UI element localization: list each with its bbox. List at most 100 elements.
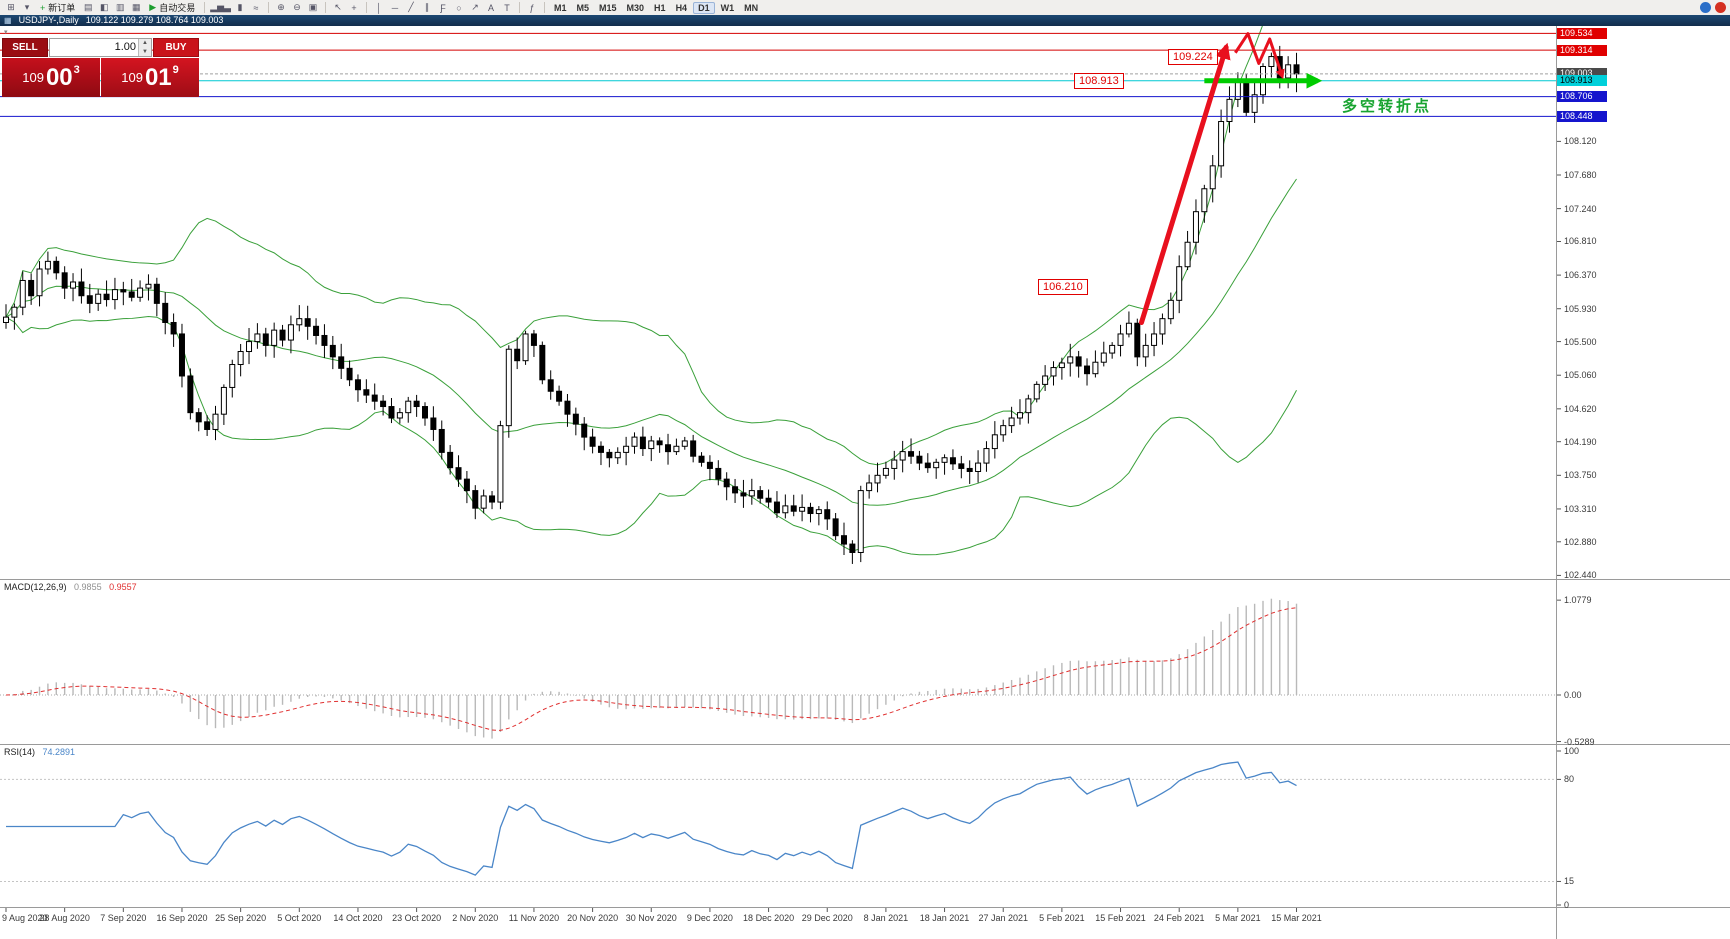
price-axis-label: 102.440 — [1564, 570, 1597, 581]
chart-window-icon: ▦ — [4, 16, 12, 25]
timeframe-m5[interactable]: M5 — [576, 2, 590, 13]
chart-title-bar: ▦ USDJPY-,Daily 109.122 109.279 108.764 … — [0, 15, 1730, 26]
buy-button[interactable]: BUY — [153, 38, 199, 57]
date-axis-label: 11 Nov 2020 — [508, 913, 560, 923]
price-annotation-box[interactable]: 109.224 — [1168, 49, 1218, 66]
macd-histogram — [5, 598, 1298, 739]
fibonacci-icon: Ƒ — [440, 2, 446, 13]
sell-price-pip: 3 — [73, 63, 80, 76]
text-icon[interactable]: A — [484, 1, 498, 14]
fibonacci-icon[interactable]: Ƒ — [436, 1, 450, 14]
shapes-icon[interactable]: ○ — [452, 1, 466, 14]
price-axis-label: 103.310 — [1564, 503, 1597, 514]
price-axis-label: 105.060 — [1564, 370, 1597, 381]
turning-point-label[interactable]: 多空转折点 — [1342, 98, 1433, 115]
horizontal-line-icon[interactable]: ─ — [388, 1, 402, 14]
toolbar-separator — [204, 2, 206, 13]
date-axis-label: 29 Dec 2020 — [801, 913, 853, 923]
cursor-icon[interactable]: ↖ — [331, 1, 345, 14]
rsi-panel-layer — [0, 761, 1556, 882]
buy-price-pip: 9 — [172, 63, 179, 76]
community-icon[interactable] — [1700, 2, 1711, 13]
date-axis-label: 14 Oct 2020 — [333, 913, 383, 923]
volume-field[interactable]: 1.00 ▲ ▼ — [49, 38, 152, 57]
timeframe-h4[interactable]: H4 — [675, 2, 688, 13]
price-level-label: 109.534 — [1557, 27, 1607, 39]
buy-price-big: 01 — [144, 63, 172, 91]
crosshair-icon: + — [351, 2, 357, 13]
navigator-icon[interactable]: ▥ — [113, 1, 127, 14]
volume-spinner[interactable]: ▲ ▼ — [138, 39, 151, 56]
date-axis-label: 9 Dec 2020 — [686, 913, 733, 923]
terminal-icon[interactable]: ▦ — [129, 1, 143, 14]
timeframe-m15[interactable]: M15 — [599, 2, 617, 13]
horizontal-line-icon: ─ — [391, 2, 399, 13]
vertical-line-icon[interactable]: │ — [372, 1, 386, 14]
date-axis-label: 16 Sep 2020 — [156, 913, 208, 923]
bar-chart-icon[interactable]: ▂▅▃ — [210, 1, 231, 14]
sell-button[interactable]: SELL — [2, 38, 48, 57]
timeframe-m30[interactable]: M30 — [626, 2, 645, 13]
macd-panel-separator[interactable] — [0, 579, 1730, 580]
rsi-axis-label: 15 — [1564, 876, 1575, 887]
crosshair-icon[interactable]: + — [347, 1, 361, 14]
candlestick-chart-icon: ▮ — [237, 2, 243, 12]
timeframe-h1[interactable]: H1 — [654, 2, 666, 13]
trend-arrow[interactable] — [1138, 42, 1231, 325]
timeframe-d1[interactable]: D1 — [693, 1, 715, 14]
rsi-axis-label: 100 — [1564, 746, 1580, 756]
zigzag-arrow[interactable] — [1234, 32, 1285, 80]
price-axis-label: 104.620 — [1564, 403, 1597, 414]
timeframe-mn[interactable]: MN — [744, 2, 759, 13]
indicators-icon[interactable]: ƒ — [525, 1, 539, 14]
timeframe-w1[interactable]: W1 — [720, 2, 735, 13]
sell-price-tile[interactable]: 109 00 3 — [2, 58, 100, 97]
autotrading-button[interactable]: ▶ 自动交易 — [145, 1, 199, 14]
sell-price-prefix: 109 — [22, 70, 44, 85]
new-chart-icon[interactable]: ⊞ — [4, 1, 18, 14]
price-annotation-box[interactable]: 108.913 — [1074, 72, 1124, 89]
market-watch-icon[interactable]: ▤ — [81, 1, 95, 14]
zoom-out-icon[interactable]: ⊖ — [290, 1, 304, 14]
date-axis-label: 15 Feb 2021 — [1095, 913, 1146, 923]
alerts-icon[interactable] — [1715, 2, 1726, 13]
data-window-icon[interactable]: ◧ — [97, 1, 111, 14]
volume-down-icon[interactable]: ▼ — [139, 47, 151, 56]
text-label-icon[interactable]: T — [500, 1, 514, 14]
date-axis-label: 30 Nov 2020 — [625, 913, 677, 923]
tile-windows-icon: ▣ — [308, 2, 318, 12]
toolbar-separator — [518, 2, 520, 13]
trendline-icon[interactable]: ╱ — [404, 1, 418, 14]
price-annotation-box[interactable]: 106.210 — [1038, 279, 1088, 296]
new-order-button[interactable]: + 新订单 — [36, 1, 79, 14]
navigator-icon: ▥ — [116, 2, 125, 12]
price-axis-label: 104.190 — [1564, 436, 1597, 447]
date-axis-label: 20 Nov 2020 — [567, 913, 619, 923]
buy-price-prefix: 109 — [121, 70, 143, 85]
date-axis-separator — [0, 907, 1730, 908]
line-chart-icon: ≈ — [253, 2, 259, 13]
tile-windows-icon[interactable]: ▣ — [306, 1, 320, 14]
chart-ohlc-values: 109.122 109.279 108.764 109.003 — [85, 15, 224, 25]
rsi-panel-separator[interactable] — [0, 744, 1730, 745]
profiles-dropdown-icon[interactable]: ▾ — [20, 1, 34, 14]
macd-main-value: 0.9855 — [74, 582, 102, 592]
candlestick-chart-icon[interactable]: ▮ — [233, 1, 247, 14]
oneclick-collapse-icon[interactable]: ▾ — [4, 29, 8, 36]
autotrading-icon: ▶ — [149, 2, 157, 12]
volume-up-icon[interactable]: ▲ — [139, 39, 151, 48]
arrows-icon: ↗ — [471, 2, 479, 12]
line-chart-icon[interactable]: ≈ — [249, 1, 263, 14]
date-axis-label: 18 Dec 2020 — [743, 913, 795, 923]
arrows-icon[interactable]: ↗ — [468, 1, 482, 14]
volume-value[interactable]: 1.00 — [114, 41, 136, 53]
order-prices-row: 109 00 3 109 01 9 — [2, 58, 199, 97]
price-axis-label: 105.500 — [1564, 336, 1597, 347]
timeframe-m1[interactable]: M1 — [553, 2, 567, 13]
zoom-in-icon[interactable]: ⊕ — [274, 1, 288, 14]
equidistant-channel-icon[interactable]: ∥ — [420, 1, 434, 14]
buy-price-tile[interactable]: 109 01 9 — [101, 58, 199, 97]
rsi-indicator-name: RSI(14) — [4, 747, 36, 757]
